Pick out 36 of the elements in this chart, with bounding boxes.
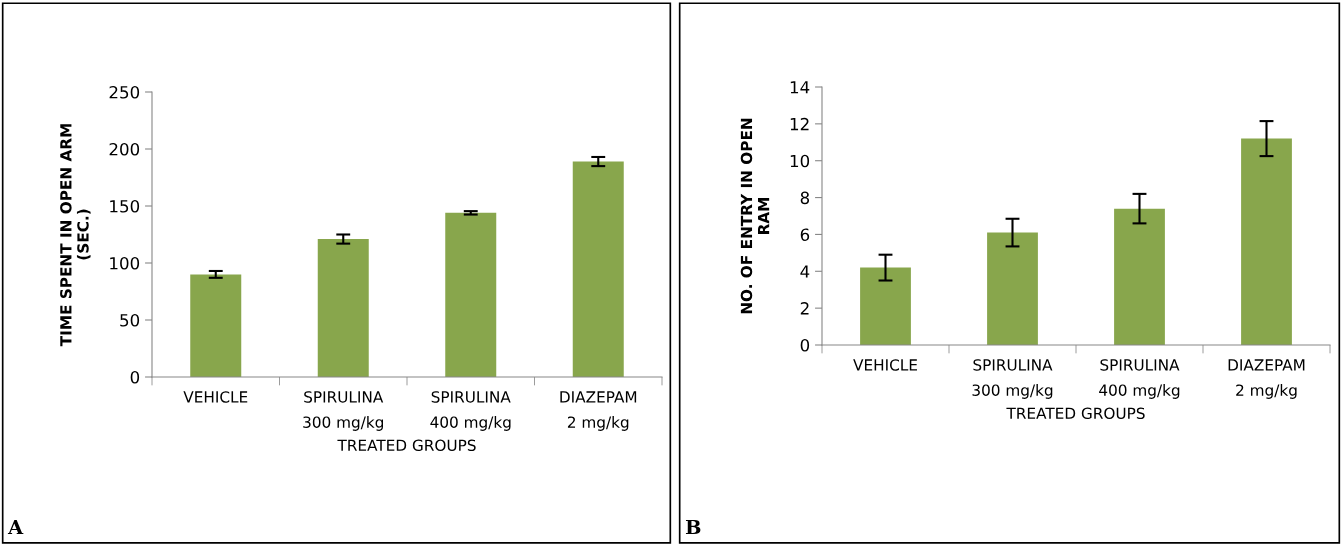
bar [317, 239, 369, 377]
x-tick-label: VEHICLE [183, 391, 248, 403]
text: A [7, 519, 24, 535]
x-tick-label: DIAZEPAM 2 mg/kg [1228, 359, 1305, 399]
bar [1114, 208, 1165, 345]
y-tick-label: 0 [130, 370, 140, 384]
bar [1241, 138, 1292, 345]
y-tick-label: 200 [109, 142, 140, 156]
y-tick-label: 4 [800, 265, 810, 278]
x-tick-label: SPIRULINA 400 mg/kg [430, 391, 511, 431]
y-tick-label: 10 [790, 154, 810, 168]
x-tick-label: VEHICLE [853, 359, 917, 371]
y-tick-label: 0 [800, 338, 810, 352]
x-axis-title: TREATED GROUPS [1006, 407, 1145, 420]
y-axis-title: TIME SPENT IN OPEN ARM (SEC.) [60, 124, 91, 347]
x-tick-label: DIAZEPAM 2 mg/kg [560, 391, 637, 431]
y-tick-label: 100 [110, 256, 140, 270]
y-tick-label: 150 [110, 199, 140, 213]
x-axis-title: TREATED GROUPS [337, 439, 476, 452]
bar [190, 274, 242, 377]
bar [987, 232, 1038, 345]
text: B [685, 519, 701, 535]
y-tick-label: 6 [800, 228, 810, 241]
y-axis-title: NO. OF ENTRY IN OPEN RAM [740, 118, 770, 314]
bar [572, 161, 624, 377]
x-tick-label: SPIRULINA 400 mg/kg [1099, 359, 1180, 399]
x-tick-label: SPIRULINA 300 mg/kg [972, 359, 1053, 399]
bar [445, 212, 497, 377]
y-tick-label: 14 [790, 81, 810, 94]
y-tick-label: 12 [790, 117, 809, 131]
y-tick-label: 2 [800, 302, 809, 315]
y-tick-label: 50 [120, 313, 140, 327]
y-tick-label: 250 [109, 85, 140, 99]
y-tick-label: 8 [800, 191, 810, 205]
x-tick-label: SPIRULINA 300 mg/kg [303, 391, 384, 431]
bar [860, 267, 911, 345]
